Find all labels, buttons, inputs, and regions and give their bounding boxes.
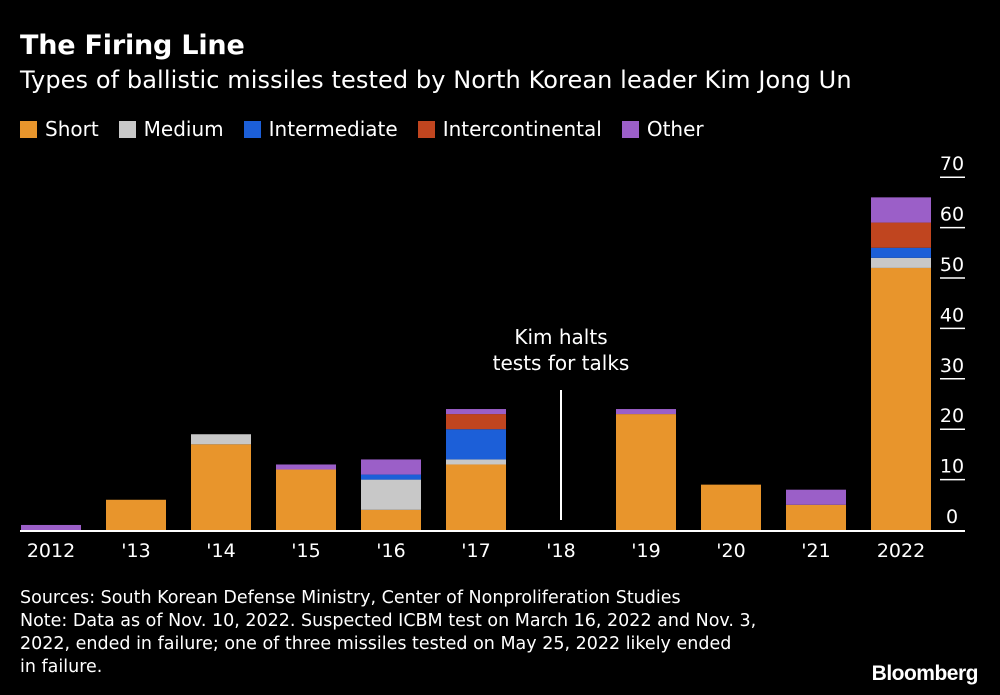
bar-intercontinental-10 [871,222,931,248]
legend-label-short: Short [45,117,99,141]
x-tick-label: '18 [546,540,575,562]
x-tick-label: 2022 [877,540,925,562]
bar-other-3 [276,464,336,470]
x-tick-label: 2012 [27,540,75,562]
bar-medium-5 [446,459,506,465]
bar-other-7 [616,409,676,415]
x-tick-label: '16 [376,540,405,562]
bloomberg-logo: Bloomberg [871,662,979,685]
legend-item-intercontinental: Intercontinental [417,117,602,141]
y-tick-label: 50 [940,254,964,276]
x-tick-label: '19 [631,540,660,562]
bar-short-7 [616,414,676,530]
bar-intermediate-5 [446,429,506,460]
bar-short-3 [276,469,336,530]
y-tick-label: 40 [940,304,964,326]
y-tick-label: 10 [940,456,964,478]
legend-swatch-intercontinental [417,120,435,138]
bar-short-8 [701,484,761,530]
annotation-label: Kim halts [514,325,607,349]
bar-other-0 [21,524,81,530]
legend-label-medium: Medium [143,117,224,141]
bar-short-4 [361,509,421,530]
y-tick-label: 0 [946,506,958,528]
legend-item-other: Other [621,117,704,141]
y-tick-label: 70 [940,153,964,175]
y-tick-label: 20 [940,405,964,427]
bar-short-5 [446,464,506,530]
bar-other-5 [446,409,506,415]
x-tick-label: '17 [461,540,490,562]
legend-swatch-medium [118,120,136,138]
x-tick-label: '14 [206,540,235,562]
legend-label-intercontinental: Intercontinental [442,117,602,141]
footer-note-line-1: Note: Data as of Nov. 10, 2022. Suspecte… [20,611,757,631]
bar-intercontinental-5 [446,414,506,430]
legend-swatch-short [20,120,37,138]
legend-label-intermediate: Intermediate [268,117,398,141]
footer-sources: Sources: South Korean Defense Ministry, … [20,588,681,608]
x-tick-label: '15 [291,540,320,562]
x-tick-label: '20 [716,540,745,562]
y-tick-label: 30 [940,355,964,377]
bar-other-9 [786,489,846,505]
legend-item-medium: Medium [118,117,224,141]
legend-label-other: Other [646,117,704,141]
chart-title: The Firing Line [20,30,245,61]
bar-intermediate-4 [361,474,421,480]
bar-medium-10 [871,257,931,268]
bar-short-9 [786,504,846,530]
bar-other-10 [871,197,931,223]
bar-intermediate-10 [871,247,931,258]
bar-medium-4 [361,479,421,510]
x-tick-label: '13 [121,540,150,562]
bar-other-4 [361,459,421,475]
annotation-label: tests for talks [493,351,630,375]
bar-short-1 [106,499,166,530]
legend-item-intermediate: Intermediate [243,117,398,141]
bar-short-10 [871,267,931,530]
bar-medium-2 [191,434,251,445]
footer-notes: Sources: South Korean Defense Ministry, … [20,587,840,679]
legend-item-short: Short [20,117,99,141]
legend: Short Medium Intermediate Intercontinent… [20,117,724,141]
footer-note-line-3: in failure. [20,657,103,677]
x-tick-label: '21 [801,540,830,562]
chart-subtitle: Types of ballistic missiles tested by No… [20,66,852,94]
legend-swatch-intermediate [243,120,261,138]
y-tick-label: 60 [940,204,964,226]
footer-note-line-2: 2022, ended in failure; one of three mis… [20,634,732,654]
bar-short-2 [191,444,251,530]
legend-swatch-other [621,120,639,138]
bar-chart: 2012 '13 '14 '15 '16 '17 '18 '19 '20 '21 2022 0 10 20… [20,153,965,562]
